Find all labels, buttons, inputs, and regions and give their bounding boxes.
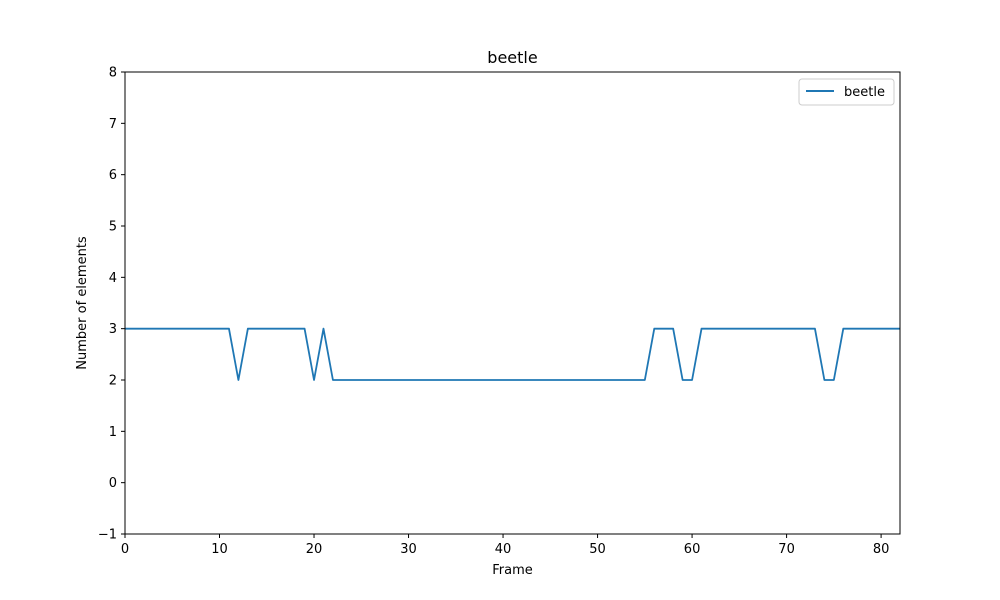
chart-title: beetle [487,48,537,67]
x-axis-ticks: 0 10 20 30 40 50 60 70 80 [121,534,890,557]
y-axis-ticks: −1 0 1 2 3 4 5 6 7 8 [98,66,125,543]
y-axis-label: Number of elements [75,236,90,370]
x-tick-label: 60 [684,542,701,557]
y-tick-label: 4 [109,271,117,286]
x-tick-label: 20 [306,542,323,557]
x-tick-label: 50 [589,542,606,557]
x-axis-label: Frame [492,563,533,578]
plot-area [125,72,900,534]
legend-label-beetle: beetle [844,85,885,100]
y-tick-label: 1 [109,425,117,440]
y-tick-label: 5 [109,220,117,235]
x-tick-label: 30 [400,542,417,557]
series-layer [125,327,900,381]
x-tick-label: 0 [121,542,129,557]
y-tick-label: 0 [109,476,117,491]
legend-box [798,78,895,106]
x-tick-label: 10 [211,542,228,557]
x-tick-label: 80 [873,542,890,557]
x-tick-label: 70 [778,542,795,557]
plot-frame [124,71,901,535]
y-tick-label: 8 [109,66,117,81]
legend: beetle [798,78,895,106]
y-tick-label: 7 [109,117,117,132]
y-tick-label: 2 [109,374,117,389]
y-tick-label: −1 [98,528,117,543]
x-tick-label: 40 [495,542,512,557]
y-tick-label: 3 [109,322,117,337]
series-line-beetle [125,327,900,381]
y-tick-label: 6 [109,168,117,183]
